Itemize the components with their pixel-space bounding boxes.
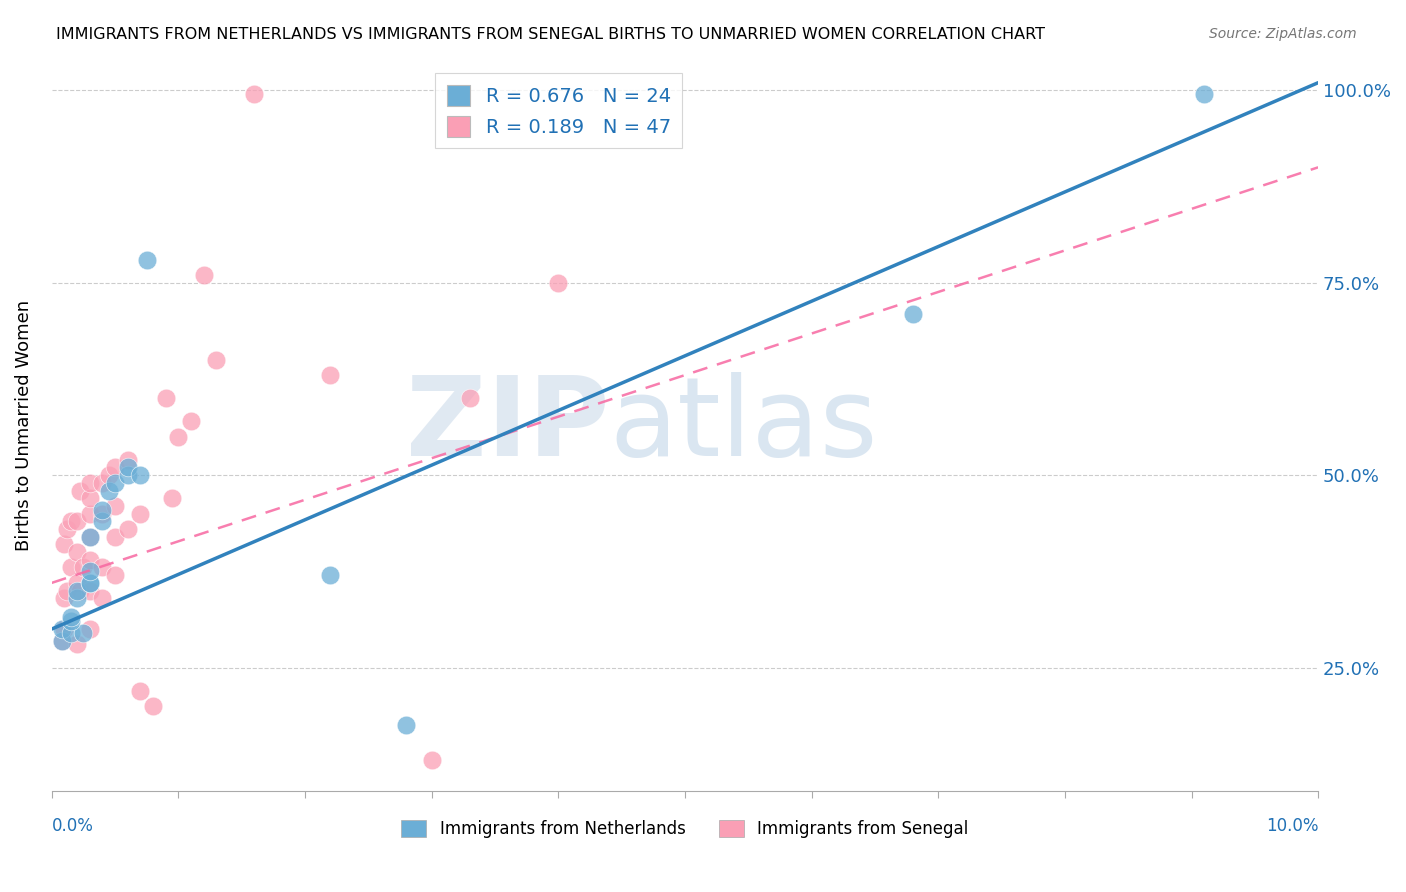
Legend: R = 0.676   N = 24, R = 0.189   N = 47: R = 0.676 N = 24, R = 0.189 N = 47 bbox=[434, 73, 682, 148]
Point bbox=[79, 564, 101, 578]
Point bbox=[142, 698, 165, 713]
Point bbox=[69, 483, 91, 498]
Point bbox=[319, 568, 342, 582]
Point bbox=[420, 753, 443, 767]
Point bbox=[129, 507, 152, 521]
Text: 0.0%: 0.0% bbox=[52, 817, 94, 835]
Point bbox=[117, 468, 139, 483]
Point bbox=[155, 391, 177, 405]
Point bbox=[79, 575, 101, 590]
Text: Source: ZipAtlas.com: Source: ZipAtlas.com bbox=[1209, 27, 1357, 41]
Point bbox=[51, 622, 73, 636]
Point bbox=[395, 718, 418, 732]
Point bbox=[91, 591, 114, 606]
Point bbox=[1192, 87, 1215, 102]
Point bbox=[59, 626, 82, 640]
Point bbox=[129, 683, 152, 698]
Point bbox=[59, 615, 82, 629]
Point bbox=[91, 507, 114, 521]
Point bbox=[79, 622, 101, 636]
Point bbox=[69, 583, 91, 598]
Point bbox=[91, 560, 114, 574]
Text: atlas: atlas bbox=[609, 372, 877, 479]
Point bbox=[104, 499, 127, 513]
Point bbox=[72, 626, 94, 640]
Point bbox=[129, 468, 152, 483]
Point bbox=[104, 460, 127, 475]
Y-axis label: Births to Unmarried Women: Births to Unmarried Women bbox=[15, 300, 32, 550]
Point bbox=[91, 502, 114, 516]
Point bbox=[53, 537, 76, 551]
Point bbox=[59, 610, 82, 624]
Point bbox=[117, 522, 139, 536]
Point bbox=[160, 491, 183, 506]
Text: IMMIGRANTS FROM NETHERLANDS VS IMMIGRANTS FROM SENEGAL BIRTHS TO UNMARRIED WOMEN: IMMIGRANTS FROM NETHERLANDS VS IMMIGRANT… bbox=[56, 27, 1045, 42]
Point bbox=[79, 575, 101, 590]
Point bbox=[180, 414, 202, 428]
Point bbox=[319, 368, 342, 383]
Point bbox=[135, 252, 157, 267]
Point bbox=[91, 514, 114, 528]
Point bbox=[79, 530, 101, 544]
Point bbox=[458, 391, 481, 405]
Point bbox=[547, 276, 569, 290]
Point bbox=[53, 591, 76, 606]
Point bbox=[66, 514, 89, 528]
Point bbox=[51, 633, 73, 648]
Point bbox=[79, 553, 101, 567]
Point bbox=[56, 522, 79, 536]
Point bbox=[72, 560, 94, 574]
Point bbox=[66, 575, 89, 590]
Point bbox=[243, 87, 266, 102]
Point bbox=[66, 637, 89, 651]
Point bbox=[79, 507, 101, 521]
Text: 10.0%: 10.0% bbox=[1265, 817, 1319, 835]
Point bbox=[104, 568, 127, 582]
Point bbox=[91, 475, 114, 490]
Point bbox=[117, 460, 139, 475]
Text: ZIP: ZIP bbox=[405, 372, 609, 479]
Point bbox=[56, 583, 79, 598]
Point bbox=[79, 583, 101, 598]
Point bbox=[66, 545, 89, 559]
Point bbox=[104, 530, 127, 544]
Point bbox=[193, 268, 215, 282]
Point bbox=[59, 514, 82, 528]
Point bbox=[167, 430, 190, 444]
Point bbox=[59, 560, 82, 574]
Point bbox=[97, 483, 120, 498]
Point bbox=[97, 468, 120, 483]
Point bbox=[51, 633, 73, 648]
Point bbox=[117, 452, 139, 467]
Point bbox=[79, 475, 101, 490]
Point bbox=[901, 306, 924, 320]
Point bbox=[79, 491, 101, 506]
Point bbox=[104, 475, 127, 490]
Point bbox=[79, 530, 101, 544]
Point bbox=[66, 591, 89, 606]
Point bbox=[205, 352, 228, 367]
Point bbox=[66, 583, 89, 598]
Point bbox=[53, 622, 76, 636]
